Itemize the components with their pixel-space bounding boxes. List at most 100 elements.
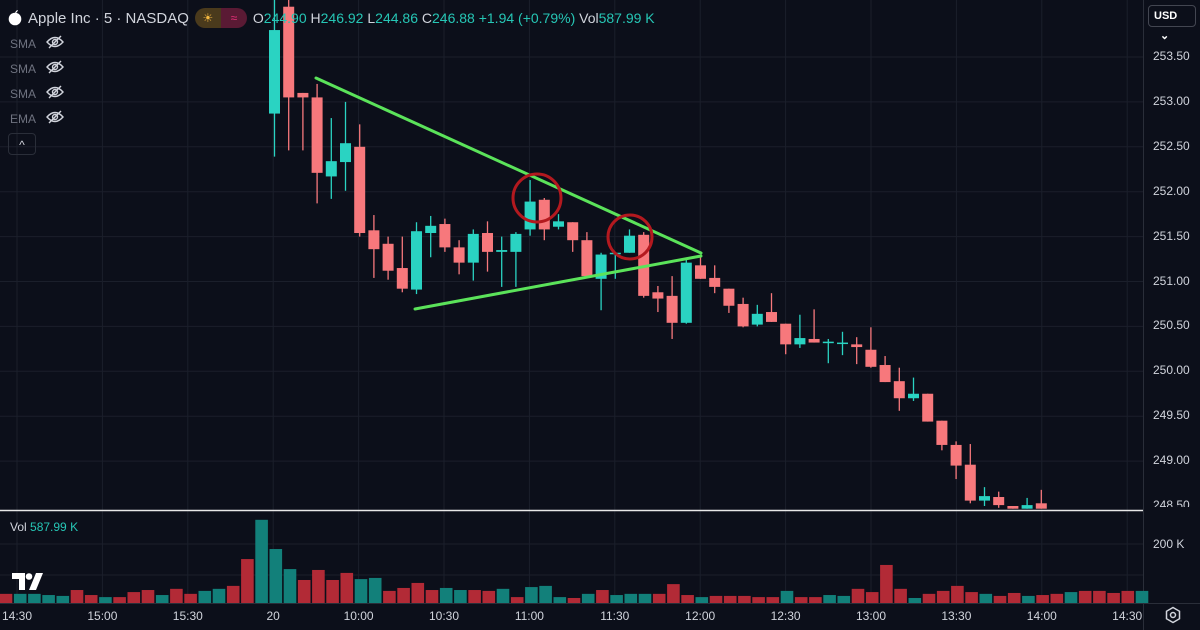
candle[interactable] (595, 252, 607, 311)
volume-bar[interactable] (241, 559, 254, 603)
candle[interactable] (695, 256, 706, 279)
volume-bar[interactable] (553, 597, 567, 603)
candle[interactable] (269, 0, 280, 157)
candle[interactable] (780, 323, 792, 355)
volume-bar[interactable] (340, 572, 354, 603)
indicator-sma-3[interactable]: SMA (10, 85, 64, 102)
candle[interactable] (1035, 489, 1047, 509)
candle[interactable] (709, 265, 721, 294)
volume-bar[interactable] (894, 588, 907, 603)
volume-bar[interactable] (1135, 590, 1149, 603)
candle[interactable] (439, 218, 451, 252)
candle[interactable] (382, 236, 394, 280)
volume-bar[interactable] (723, 595, 737, 603)
eye-off-icon[interactable] (46, 60, 64, 77)
candle[interactable] (950, 441, 962, 480)
candle[interactable] (553, 214, 564, 230)
candle[interactable] (964, 444, 976, 504)
candle[interactable] (865, 327, 877, 368)
volume-bar[interactable] (1036, 595, 1049, 603)
volume-bar[interactable] (581, 593, 595, 603)
market-session-icon[interactable]: ☀ (194, 8, 221, 28)
volume-bar[interactable] (1022, 595, 1035, 603)
volume-bar[interactable] (226, 585, 240, 603)
candle[interactable] (666, 276, 678, 339)
volume-bar[interactable] (652, 593, 666, 603)
candle[interactable] (723, 288, 735, 313)
highlight-circle[interactable] (606, 213, 654, 261)
volume-bar[interactable] (709, 595, 723, 603)
candle[interactable] (652, 285, 664, 313)
volume-bar[interactable] (794, 597, 808, 603)
candle[interactable] (297, 92, 309, 151)
volume-bar[interactable] (439, 587, 453, 603)
volume-bar[interactable] (411, 582, 425, 603)
currency-dropdown[interactable]: USD ⌄ (1148, 5, 1196, 42)
volume-bar[interactable] (979, 593, 993, 603)
price-pane[interactable] (269, 0, 1047, 509)
tradingview-logo-icon[interactable] (12, 573, 44, 591)
volume-bar[interactable] (482, 590, 496, 603)
candle[interactable] (837, 331, 848, 356)
volume-bar[interactable] (809, 597, 822, 603)
volume-bar[interactable] (255, 519, 268, 603)
volume-bar[interactable] (496, 588, 510, 603)
candle[interactable] (794, 314, 806, 348)
candle[interactable] (283, 0, 295, 151)
volume-bar[interactable] (695, 597, 709, 603)
extended-hours-icon[interactable]: ≈ (220, 8, 247, 28)
volume-bar[interactable] (837, 595, 851, 603)
volume-bar[interactable] (752, 597, 765, 603)
volume-bar[interactable] (198, 590, 212, 603)
volume-bar[interactable] (297, 579, 311, 603)
collapse-indicators-button[interactable]: ^ (8, 133, 36, 155)
volume-bar[interactable] (212, 588, 226, 603)
volume-bar[interactable] (567, 597, 581, 603)
volume-bar[interactable] (141, 590, 155, 603)
volume-bar[interactable] (1121, 590, 1135, 603)
volume-bar[interactable] (28, 593, 41, 603)
candle[interactable] (993, 491, 1005, 508)
volume-bar[interactable] (823, 595, 836, 603)
volume-bar[interactable] (965, 592, 978, 603)
volume-bar[interactable] (1093, 590, 1106, 603)
volume-bar[interactable] (993, 595, 1007, 603)
candle[interactable] (325, 118, 337, 199)
volume-bar[interactable] (0, 593, 13, 603)
candle[interactable] (624, 229, 635, 253)
settings-icon[interactable] (1164, 606, 1182, 624)
volume-bar[interactable] (624, 593, 638, 603)
volume-bar[interactable] (880, 564, 893, 603)
candle[interactable] (922, 393, 934, 422)
candle[interactable] (766, 293, 777, 322)
indicator-ema[interactable]: EMA (10, 110, 64, 127)
volume-bar[interactable] (397, 587, 410, 603)
volume-bar[interactable] (1007, 592, 1021, 603)
eye-off-icon[interactable] (46, 85, 64, 102)
candle[interactable] (1007, 506, 1019, 509)
volume-bar[interactable] (525, 587, 538, 603)
volume-bar[interactable] (283, 569, 297, 603)
volume-bar[interactable] (539, 585, 552, 603)
candle[interactable] (396, 236, 408, 293)
volume-bar[interactable] (113, 597, 126, 603)
volume-bar[interactable] (780, 590, 794, 603)
volume-bar[interactable] (851, 588, 865, 603)
volume-bar[interactable] (610, 595, 623, 603)
volume-bar[interactable] (84, 595, 98, 603)
volume-bar[interactable] (70, 590, 84, 603)
candle[interactable] (808, 309, 820, 343)
candle[interactable] (893, 367, 905, 411)
volume-bar[interactable] (99, 597, 112, 603)
volume-bar[interactable] (936, 590, 950, 603)
volume-bar[interactable] (383, 590, 396, 603)
lower-trendline[interactable] (413, 254, 703, 311)
candle[interactable] (851, 337, 863, 365)
eye-off-icon[interactable] (46, 35, 64, 52)
volume-bar[interactable] (368, 577, 382, 603)
indicator-sma-2[interactable]: SMA (10, 60, 64, 77)
volume-bar[interactable] (908, 597, 922, 603)
volume-bar[interactable] (425, 590, 439, 603)
volume-bar[interactable] (354, 579, 368, 603)
